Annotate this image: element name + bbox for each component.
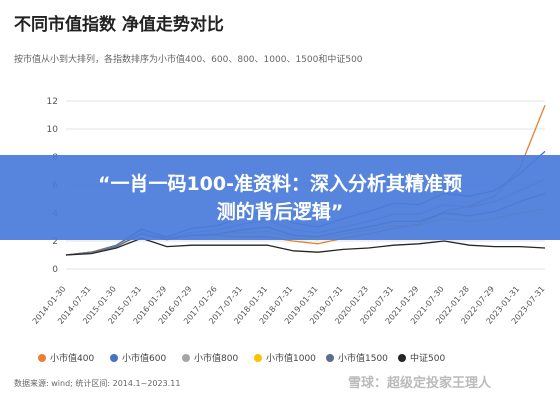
legend-swatch: [110, 353, 118, 362]
chart-legend: 小市值400 小市值600 小市值800 小市值1000 小市值1500 中证500: [38, 351, 548, 364]
watermark: 雪球：超级定投家王理人: [348, 376, 492, 391]
y-tick-label: 10: [47, 125, 59, 135]
legend-item: 小市值400: [38, 351, 110, 364]
legend-label: 小市值800: [194, 354, 239, 364]
banner-text: “一肖一码100-准资料：深入分析其精准预测的背后逻辑”: [97, 172, 463, 223]
chart-title: 不同市值指数 净值走势对比: [14, 15, 224, 35]
legend-item: 小市值600: [110, 351, 182, 364]
legend-swatch: [254, 353, 262, 362]
y-tick-label: 0: [52, 265, 58, 275]
legend-label: 小市值1000: [266, 354, 316, 364]
legend-swatch: [182, 353, 190, 362]
legend-swatch: [398, 353, 406, 362]
legend-label: 中证500: [410, 354, 446, 364]
y-tick-label: 2: [52, 237, 58, 247]
x-axis-ticks: 2014-01-302014-07-312015-01-302015-07-31…: [31, 285, 547, 326]
overlay-banner[interactable]: “一肖一码100-准资料：深入分析其精准预测的背后逻辑”: [0, 155, 560, 240]
legend-item: 小市值800: [182, 351, 254, 364]
legend-label: 小市值400: [50, 354, 95, 364]
legend-item: 小市值1000: [254, 351, 326, 364]
legend-item: 小市值1500: [326, 351, 398, 364]
legend-swatch: [326, 353, 334, 362]
legend-item: 中证500: [398, 351, 470, 364]
chart-subtitle: 按市值从小到大排列，各指数排序为小市值400、600、800、1000、1500…: [14, 55, 363, 65]
legend-label: 小市值600: [122, 354, 167, 364]
legend-swatch: [38, 353, 46, 362]
legend-label: 小市值1500: [338, 354, 388, 364]
y-tick-label: 12: [47, 97, 58, 107]
data-source-note: 数据来源: wind; 统计区间: 2014.1~2023.11: [14, 379, 181, 388]
